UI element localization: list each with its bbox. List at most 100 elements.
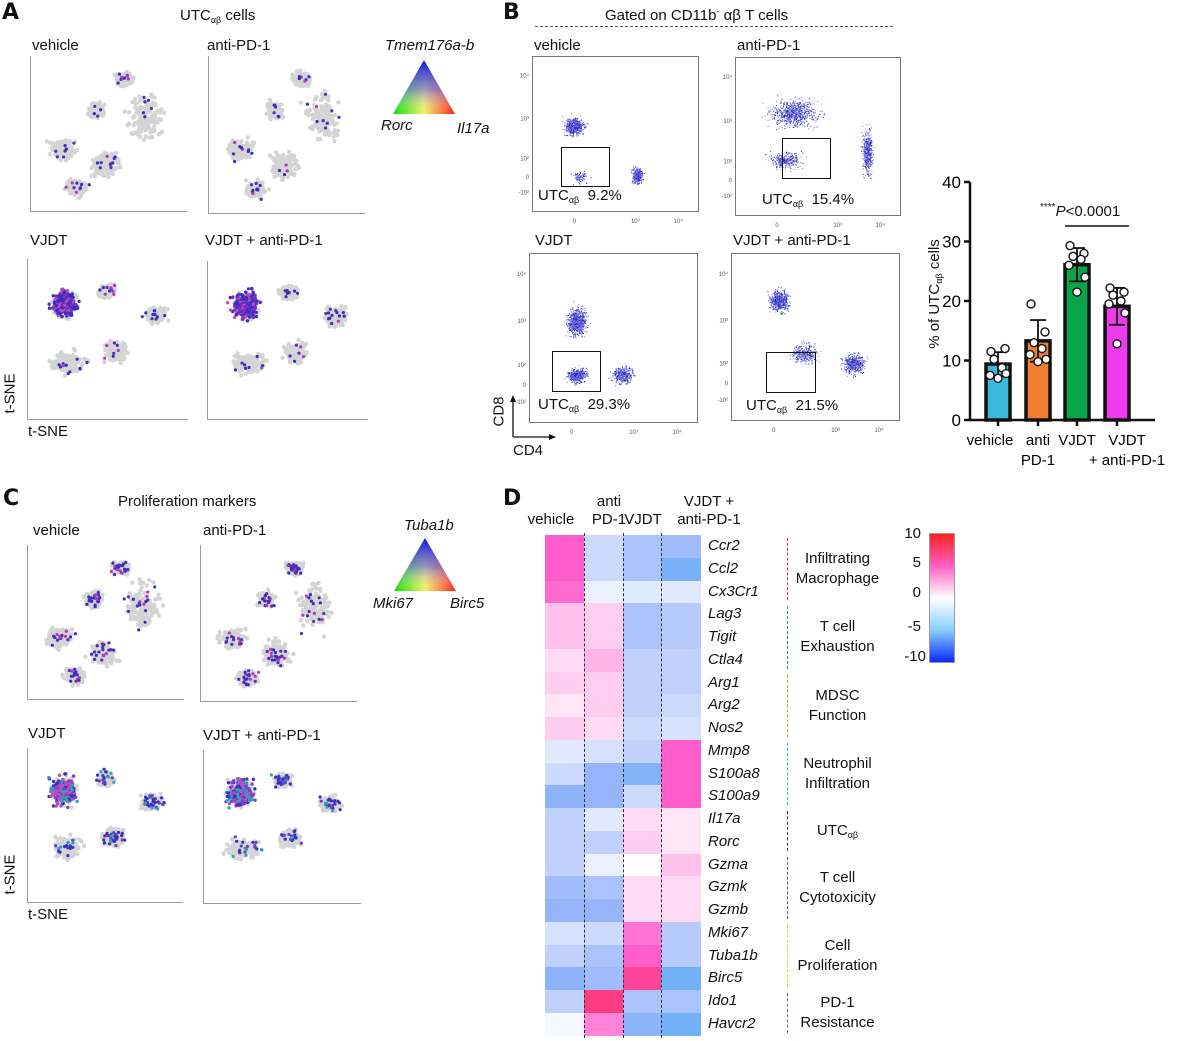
flow-scatter: 10⁴ 10³ 10² 0 -10² 0 10³ 10⁴ — [721, 74, 885, 229]
column-header-line — [520, 493, 582, 511]
heatmap-cell — [545, 876, 585, 900]
flow-ytick: -10² — [721, 194, 732, 200]
heatmap-cell — [583, 557, 624, 581]
gene-label: Gzma — [708, 855, 749, 873]
heatmap-cell — [661, 853, 701, 877]
flow-ytick: 0 — [526, 175, 530, 181]
heatmap-cell — [545, 853, 585, 877]
data-point — [986, 346, 996, 357]
flow-ytick: 10² — [517, 363, 526, 369]
heatmap-cell — [622, 853, 662, 877]
panel-c-axis-x: t-SNE — [28, 906, 69, 923]
heatmap-cell — [622, 921, 662, 945]
flow-ytick: 10³ — [517, 319, 526, 325]
column-header-line: VJDT + — [683, 493, 735, 510]
gene-label: Havcr2 — [708, 1014, 756, 1032]
legend-a-right: Il17a — [457, 120, 490, 137]
gate-box-vjdt-anti-pd1 — [766, 352, 816, 393]
flow-plot-vjdt-anti-pd1: 10⁴ 10³ 10² 0 -10² 0 10³ 10⁴ — [717, 253, 900, 434]
column-divider — [583, 533, 585, 1038]
column-header-line: vehicle — [527, 511, 575, 528]
heatmap-cell — [622, 648, 662, 672]
panel-a-title: UTCαβ cells — [180, 7, 255, 25]
heatmap-cell — [545, 717, 585, 741]
heatmap-cell — [622, 990, 662, 1014]
group-label: T cell Cytotoxicity — [790, 868, 885, 908]
heatmap-cell — [661, 580, 701, 604]
group-label: MDSC Function — [790, 686, 885, 726]
heatmap-cell — [583, 944, 624, 968]
panel-a-letter: A — [2, 0, 20, 25]
flow-scatter: 10⁴ 10³ 10² 0 -10² 0 10³ 10⁴ — [717, 271, 884, 434]
gate-box-vehicle — [561, 147, 610, 187]
heatmap-cell — [622, 739, 662, 763]
heatmap-cell — [661, 921, 701, 945]
heatmap-cell — [583, 694, 624, 718]
panel-c-label-vjdt: VJDT — [28, 725, 66, 742]
column-divider — [622, 533, 624, 1038]
y-tick-label: 20 — [942, 292, 961, 311]
gene-label: Tuba1b — [708, 946, 758, 964]
gene-label: S100a8 — [708, 764, 760, 782]
tsne-scatter — [215, 560, 334, 689]
title-sub: αβ — [210, 15, 222, 25]
heatmap-cell — [661, 1012, 701, 1036]
flow-ytick: 10³ — [723, 119, 732, 125]
data-point — [1065, 240, 1075, 251]
group-label-line: Infiltration — [804, 774, 871, 792]
heatmap-cell — [583, 967, 624, 991]
heatmap-cell — [622, 785, 662, 809]
heatmap-cell — [583, 603, 624, 627]
heatmap-cell — [661, 694, 701, 718]
panel-c-title: Proliferation markers — [118, 493, 257, 510]
heatmap-cell — [661, 876, 701, 900]
legend-c-left: Mki67 — [373, 595, 414, 612]
heatmap-cell — [583, 762, 624, 786]
heatmap-cell — [583, 535, 624, 559]
flow-ytick: 10² — [719, 362, 728, 368]
y-tick-label: 10 — [942, 352, 961, 371]
heatmap-cell — [583, 580, 624, 604]
gene-label: Ido1 — [708, 992, 738, 1009]
heatmap-cell — [545, 580, 585, 604]
flow-ytick: 10⁴ — [723, 74, 733, 81]
heatmap-cell — [661, 830, 701, 854]
gate-sub: αβ — [568, 195, 580, 205]
panel-c-letter: C — [3, 486, 20, 511]
panel-c-label-vehicle: vehicle — [33, 522, 80, 539]
data-point — [1104, 299, 1114, 309]
gate-percent: 21.5% — [795, 397, 839, 414]
heatmap-cell — [622, 876, 662, 900]
gene-label: Gzmb — [708, 901, 749, 918]
heatmap-cell — [661, 944, 701, 968]
gene-label: Arg2 — [708, 696, 740, 714]
gene-label: Tigit — [708, 628, 737, 645]
flow-xtick: 10³ — [831, 428, 840, 434]
title-main: UTC — [180, 7, 211, 24]
heatmap-cell — [583, 876, 624, 900]
data-point — [1076, 254, 1086, 265]
data-point — [1119, 287, 1129, 297]
tsne-plot-a-vehicle — [30, 56, 187, 212]
tsne-plot-a-vjdt-anti-pd1 — [207, 261, 368, 420]
heatmap-cell — [622, 535, 662, 559]
flow-xtick: 10⁴ — [672, 429, 682, 436]
heatmap-cell — [545, 808, 585, 832]
heatmap-cell — [545, 899, 585, 923]
flow-ytick: 0 — [725, 381, 729, 387]
column-divider — [661, 533, 663, 1038]
heatmap-cell — [583, 808, 624, 832]
flow-xtick: 10³ — [631, 219, 640, 225]
data-point — [985, 370, 995, 381]
flow-label-anti-pd1: anti-PD-1 — [737, 37, 801, 54]
y-tick-label: 0 — [952, 411, 961, 430]
heatmap-cell — [661, 535, 701, 559]
colorbar-tick-neg5: -5 — [907, 618, 921, 635]
column-header: VJDT — [612, 493, 674, 529]
gene-label: S100a9 — [708, 787, 760, 805]
flow-plot-vjdt: 10⁴ 10³ 10² 0 -10² 0 10³ 10⁴ — [515, 253, 698, 436]
heatmap-cell — [661, 762, 701, 786]
gene-label: Birc5 — [708, 969, 743, 987]
group-divider — [787, 856, 788, 919]
data-point — [989, 354, 999, 365]
